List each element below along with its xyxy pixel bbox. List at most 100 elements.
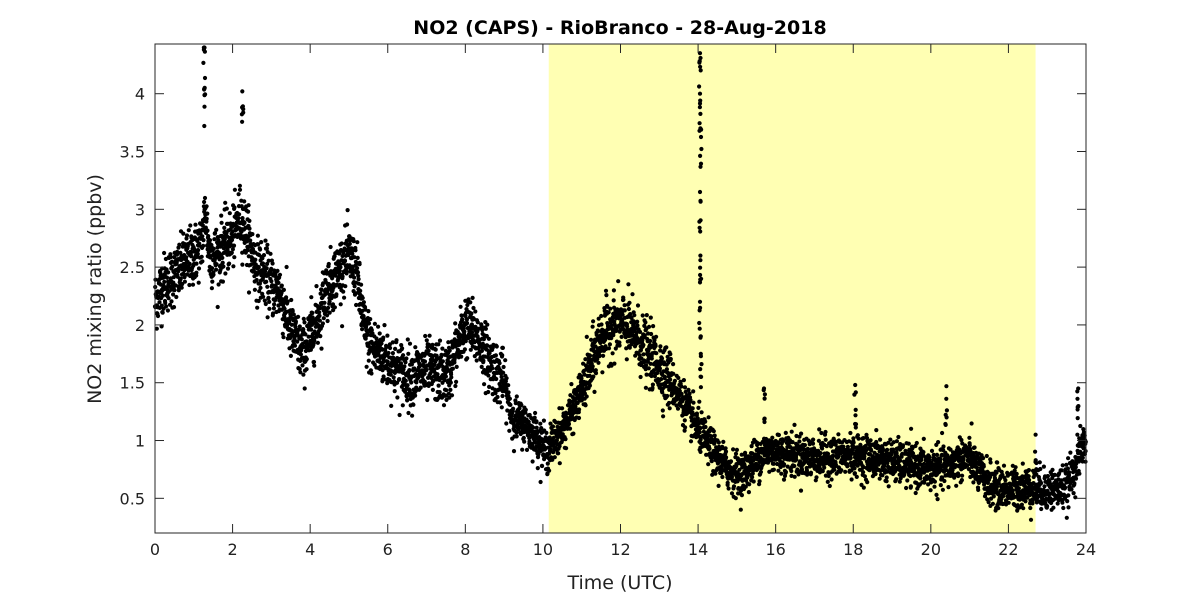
data-point <box>863 443 868 448</box>
data-point <box>567 400 572 405</box>
data-point <box>896 434 901 440</box>
data-point <box>644 372 649 377</box>
data-point <box>259 240 264 245</box>
data-point <box>229 250 234 255</box>
data-point <box>733 496 738 501</box>
data-point <box>550 457 555 462</box>
data-point <box>265 315 270 320</box>
data-point <box>517 406 522 411</box>
data-point <box>564 446 569 451</box>
data-point <box>295 339 300 344</box>
data-point <box>399 343 404 348</box>
data-point <box>398 361 404 366</box>
data-point <box>181 231 186 236</box>
data-point <box>414 380 419 385</box>
data-point <box>237 187 243 192</box>
data-point <box>703 424 708 430</box>
data-point <box>649 356 654 361</box>
data-point <box>818 451 823 456</box>
data-point <box>548 421 553 426</box>
data-point <box>701 429 707 434</box>
data-point <box>386 350 391 356</box>
data-point <box>293 319 298 324</box>
data-point <box>583 357 588 362</box>
data-point <box>946 485 951 490</box>
data-point <box>236 216 241 221</box>
data-point <box>290 309 295 314</box>
data-point <box>1006 500 1011 505</box>
data-point <box>612 361 617 366</box>
data-point <box>309 295 314 300</box>
data-point <box>309 327 314 332</box>
data-point <box>675 406 681 411</box>
data-point <box>854 474 859 479</box>
data-point <box>301 316 306 321</box>
data-point <box>1045 504 1050 509</box>
data-point <box>882 464 887 469</box>
data-point <box>723 446 728 451</box>
data-point <box>337 251 342 256</box>
data-point <box>823 437 828 442</box>
data-point <box>676 375 681 380</box>
data-point <box>729 474 735 479</box>
data-point <box>650 385 655 391</box>
data-point <box>413 393 418 398</box>
data-point <box>246 209 251 214</box>
data-point <box>552 455 557 460</box>
data-point <box>424 367 429 372</box>
data-point <box>891 440 896 445</box>
data-point <box>988 457 993 462</box>
data-point <box>264 279 269 284</box>
data-point <box>665 354 670 359</box>
data-point <box>530 444 535 449</box>
data-point <box>405 383 410 388</box>
data-point <box>610 351 615 356</box>
data-point <box>354 302 359 308</box>
data-point <box>480 328 485 333</box>
data-point <box>162 279 167 284</box>
data-point <box>934 492 939 497</box>
data-point <box>172 255 177 260</box>
data-point <box>706 415 711 420</box>
data-point <box>856 436 861 441</box>
data-point <box>459 313 464 318</box>
data-point <box>443 374 448 379</box>
data-point <box>345 222 350 227</box>
data-point <box>563 437 568 442</box>
data-point <box>687 391 692 396</box>
data-point <box>994 470 999 475</box>
data-point <box>446 340 451 345</box>
data-point <box>338 265 343 270</box>
data-point <box>499 405 504 410</box>
data-point <box>712 433 717 438</box>
data-point <box>1014 471 1019 476</box>
data-point <box>699 410 704 415</box>
data-point <box>820 469 825 474</box>
data-point <box>479 364 484 369</box>
data-point <box>659 377 664 382</box>
data-point <box>606 346 612 351</box>
data-point <box>258 285 263 290</box>
data-point <box>252 287 257 292</box>
data-point <box>862 454 867 459</box>
data-point <box>609 323 614 328</box>
data-point <box>171 292 176 297</box>
data-point <box>658 344 663 349</box>
data-point <box>836 432 841 437</box>
data-point <box>344 269 349 274</box>
data-point <box>652 337 657 343</box>
data-point <box>679 384 684 389</box>
data-point <box>186 228 191 233</box>
data-point <box>576 415 582 421</box>
data-point <box>454 379 459 384</box>
data-point <box>1015 508 1020 513</box>
data-point <box>921 436 926 441</box>
data-point <box>227 261 232 266</box>
data-point <box>643 320 648 325</box>
data-point <box>939 452 945 457</box>
data-point <box>318 291 323 296</box>
data-point <box>959 437 964 443</box>
data-point <box>390 351 395 356</box>
data-point <box>382 323 387 328</box>
data-point <box>326 261 331 267</box>
